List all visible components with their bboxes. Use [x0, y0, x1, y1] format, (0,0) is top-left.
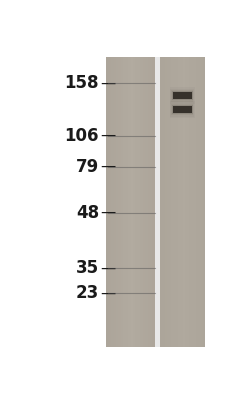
Bar: [195, 57, 197, 347]
Bar: [180, 57, 182, 347]
Bar: [168, 57, 171, 347]
Bar: [173, 57, 175, 347]
Bar: [170, 104, 192, 116]
Bar: [120, 57, 123, 347]
Text: —: —: [100, 128, 115, 143]
Text: 23: 23: [76, 284, 99, 302]
Bar: [144, 57, 147, 347]
Bar: [108, 57, 111, 347]
Bar: [189, 57, 191, 347]
Text: 106: 106: [64, 127, 99, 145]
Bar: [172, 92, 191, 99]
Bar: [152, 57, 154, 347]
Text: —: —: [100, 285, 115, 300]
Bar: [170, 89, 193, 103]
Bar: [184, 57, 186, 347]
Bar: [125, 57, 128, 347]
Bar: [135, 57, 137, 347]
Bar: [116, 57, 118, 347]
Bar: [128, 57, 130, 347]
Text: —: —: [100, 205, 115, 220]
Bar: [130, 57, 132, 347]
Bar: [166, 57, 168, 347]
Text: 158: 158: [64, 74, 99, 92]
Bar: [164, 57, 166, 347]
Bar: [118, 57, 120, 347]
Bar: [159, 57, 162, 347]
Bar: [171, 57, 173, 347]
Bar: [154, 57, 159, 347]
Bar: [202, 57, 204, 347]
Bar: [113, 57, 116, 347]
Text: 79: 79: [76, 158, 99, 176]
Bar: [159, 57, 204, 347]
Bar: [111, 57, 113, 347]
Bar: [140, 57, 142, 347]
Bar: [193, 57, 195, 347]
Bar: [169, 101, 194, 118]
Bar: [169, 88, 194, 104]
Text: 35: 35: [76, 259, 99, 277]
Bar: [106, 57, 154, 347]
Bar: [149, 57, 152, 347]
Bar: [142, 57, 145, 347]
Bar: [137, 57, 140, 347]
Text: —: —: [100, 76, 115, 91]
Bar: [200, 57, 202, 347]
Bar: [171, 105, 192, 114]
Bar: [182, 57, 184, 347]
Bar: [172, 106, 191, 113]
Bar: [177, 57, 180, 347]
Text: —: —: [100, 261, 115, 276]
Bar: [191, 57, 193, 347]
Bar: [175, 57, 177, 347]
Bar: [132, 57, 135, 347]
Bar: [162, 57, 164, 347]
Text: 48: 48: [76, 204, 99, 222]
Text: —: —: [100, 159, 115, 174]
Bar: [170, 102, 193, 117]
Bar: [147, 57, 149, 347]
Bar: [171, 91, 192, 100]
Bar: [197, 57, 200, 347]
Bar: [170, 90, 192, 102]
Bar: [186, 57, 189, 347]
Bar: [106, 57, 108, 347]
Bar: [123, 57, 125, 347]
